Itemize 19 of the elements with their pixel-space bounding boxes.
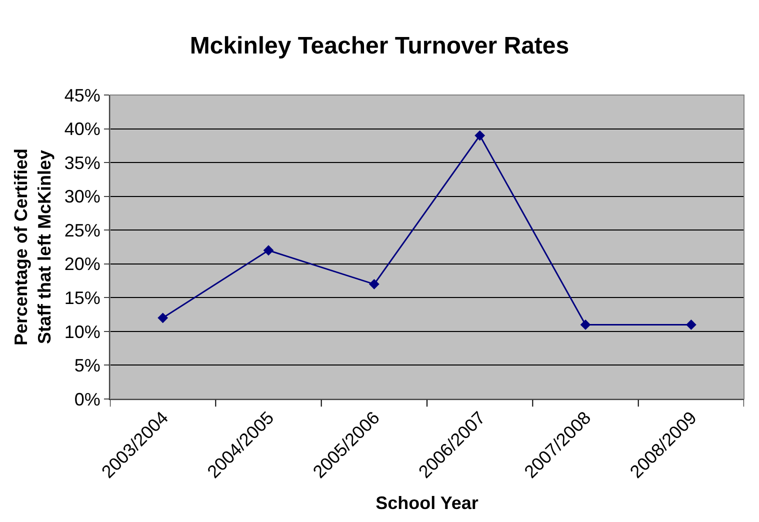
chart-title: Mckinley Teacher Turnover Rates [190,32,570,60]
point [158,312,168,324]
point [263,245,274,256]
y-tick-label: 20% [64,254,100,274]
y-tick-label: 30% [64,186,100,207]
y-tick-label: 40% [64,119,100,140]
y-tick-label: 25% [64,220,100,240]
y-tick-label: 5% [74,356,100,376]
point [474,130,486,141]
point [368,278,380,290]
point [686,319,696,330]
y-tick-label: 10% [64,322,100,342]
point [580,319,591,330]
y-tick-label: 45% [64,85,100,106]
y-tick-label: 35% [64,152,100,173]
x-axis-title: School Year [376,493,478,514]
y-axis-title: Percentage of Certified Staff that left McKinley [11,148,55,346]
y-tick-label: 15% [64,288,100,308]
y-tick-label: 0% [74,389,100,410]
